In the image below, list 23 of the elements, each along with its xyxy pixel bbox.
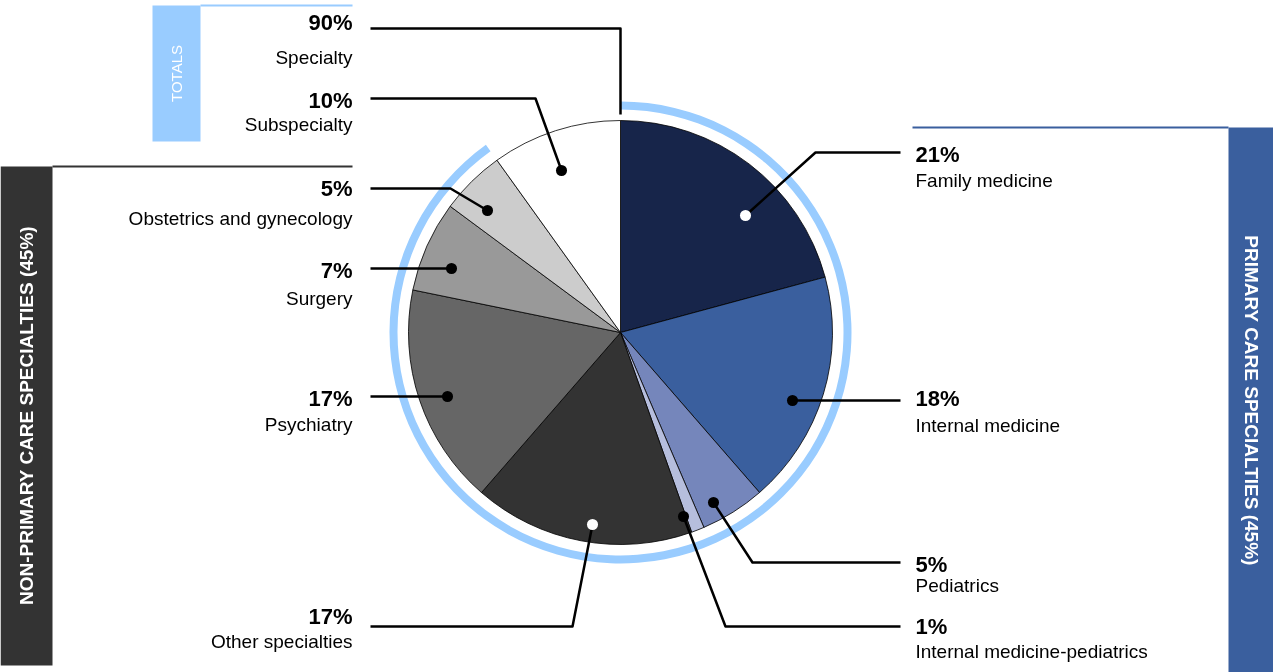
text: PRIMARY CARE SPECIALTIES (45%) (1241, 235, 1262, 566)
slice-label: Surgery (285, 288, 353, 309)
data-label: 10% (308, 88, 353, 113)
slice-label: Obstetrics and gynecology (128, 208, 353, 229)
slice-label: Pediatrics (915, 575, 999, 596)
data-label: 5% (320, 176, 353, 201)
data-label: 5% (915, 552, 948, 577)
data-label: 21% (915, 142, 960, 167)
text: TOTALS (168, 45, 185, 102)
data-label: 7% (320, 258, 353, 283)
data-label: 17% (308, 604, 353, 629)
slice-label: Internal medicine (915, 415, 1061, 436)
text: Specialty (275, 47, 353, 68)
data-label: 1% (915, 614, 948, 639)
slice-label: Subspecialty (244, 114, 353, 135)
slice-label: Internal medicine-pediatrics (915, 641, 1148, 662)
slice-label: Psychiatry (264, 414, 353, 435)
slice-label: Family medicine (915, 170, 1053, 191)
slice-label: Other specialties (210, 631, 353, 652)
data-label: 17% (308, 386, 353, 411)
data-label: 18% (915, 386, 960, 411)
text: NON-PRIMARY CARE SPECIALTIES (45%) (16, 226, 37, 605)
text: 90% (308, 10, 353, 35)
